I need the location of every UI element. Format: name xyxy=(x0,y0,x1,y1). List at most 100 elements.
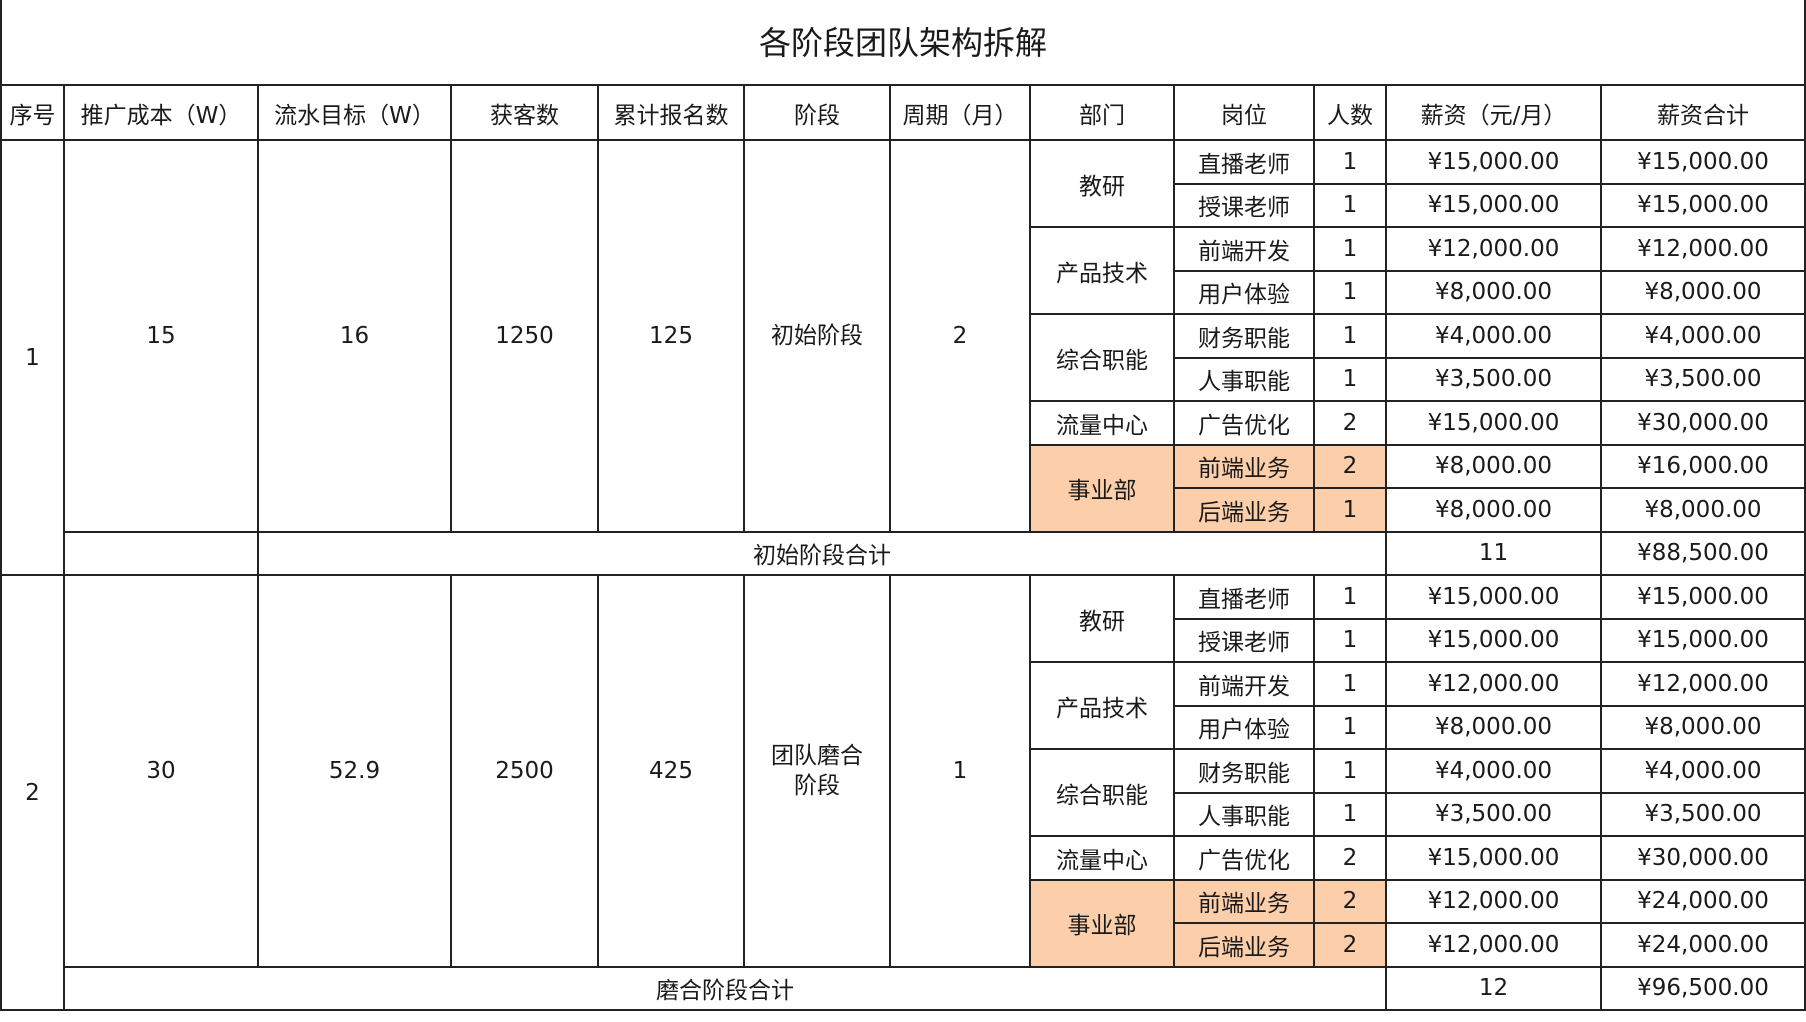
salary-cell[interactable]: ¥12,000.00 xyxy=(1385,226,1602,272)
period-cell[interactable]: 2 xyxy=(889,139,1031,533)
count-cell[interactable]: 2 xyxy=(1313,922,1387,968)
count-cell[interactable]: 1 xyxy=(1313,617,1387,663)
header-stage[interactable]: 阶段 xyxy=(743,84,891,141)
position-cell[interactable]: 前端开发 xyxy=(1173,226,1315,272)
salary-cell[interactable]: ¥12,000.00 xyxy=(1385,878,1602,924)
salary-cell[interactable]: ¥8,000.00 xyxy=(1385,443,1602,489)
total-cell[interactable]: ¥30,000.00 xyxy=(1600,835,1806,881)
dept-cell[interactable]: 综合职能 xyxy=(1029,748,1175,837)
count-cell[interactable]: 1 xyxy=(1313,313,1387,359)
total-cell[interactable]: ¥8,000.00 xyxy=(1600,487,1806,533)
total-cell[interactable]: ¥8,000.00 xyxy=(1600,704,1806,750)
subtotal-label[interactable]: 磨合阶段合计 xyxy=(63,965,1387,1011)
dept-cell[interactable]: 流量中心 xyxy=(1029,835,1175,881)
cost-cell[interactable]: 30 xyxy=(63,574,259,968)
count-cell[interactable]: 1 xyxy=(1313,791,1387,837)
total-cell[interactable]: ¥3,500.00 xyxy=(1600,356,1806,402)
total-cell[interactable]: ¥8,000.00 xyxy=(1600,269,1806,315)
total-cell[interactable]: ¥12,000.00 xyxy=(1600,226,1806,272)
total-cell[interactable]: ¥4,000.00 xyxy=(1600,313,1806,359)
index-cell[interactable]: 1 xyxy=(0,139,65,576)
position-cell[interactable]: 广告优化 xyxy=(1173,400,1315,446)
count-cell[interactable]: 1 xyxy=(1313,226,1387,272)
salary-cell[interactable]: ¥15,000.00 xyxy=(1385,400,1602,446)
total-cell[interactable]: ¥15,000.00 xyxy=(1600,574,1806,620)
salary-cell[interactable]: ¥15,000.00 xyxy=(1385,139,1602,185)
salary-cell[interactable]: ¥4,000.00 xyxy=(1385,748,1602,794)
subtotal-count[interactable]: 12 xyxy=(1385,965,1602,1011)
header-target[interactable]: 流水目标（W） xyxy=(257,84,452,141)
empty-cell[interactable] xyxy=(63,530,259,576)
header-index[interactable]: 序号 xyxy=(0,84,65,141)
subtotal-salary[interactable]: ¥88,500.00 xyxy=(1600,530,1806,576)
dept-cell[interactable]: 教研 xyxy=(1029,139,1175,228)
header-position[interactable]: 岗位 xyxy=(1173,84,1315,141)
signups-cell[interactable]: 425 xyxy=(597,574,745,968)
count-cell[interactable]: 1 xyxy=(1313,574,1387,620)
position-cell[interactable]: 人事职能 xyxy=(1173,791,1315,837)
position-cell[interactable]: 前端业务 xyxy=(1173,443,1315,489)
total-cell[interactable]: ¥24,000.00 xyxy=(1600,922,1806,968)
position-cell[interactable]: 直播老师 xyxy=(1173,139,1315,185)
count-cell[interactable]: 1 xyxy=(1313,182,1387,228)
position-cell[interactable]: 后端业务 xyxy=(1173,487,1315,533)
customers-cell[interactable]: 2500 xyxy=(450,574,599,968)
header-total[interactable]: 薪资合计 xyxy=(1600,84,1806,141)
salary-cell[interactable]: ¥15,000.00 xyxy=(1385,835,1602,881)
salary-cell[interactable]: ¥3,500.00 xyxy=(1385,791,1602,837)
salary-cell[interactable]: ¥15,000.00 xyxy=(1385,574,1602,620)
header-count[interactable]: 人数 xyxy=(1313,84,1387,141)
header-cost[interactable]: 推广成本（W） xyxy=(63,84,259,141)
total-cell[interactable]: ¥24,000.00 xyxy=(1600,878,1806,924)
total-cell[interactable]: ¥16,000.00 xyxy=(1600,443,1806,489)
total-cell[interactable]: ¥15,000.00 xyxy=(1600,617,1806,663)
salary-cell[interactable]: ¥8,000.00 xyxy=(1385,269,1602,315)
dept-cell[interactable]: 流量中心 xyxy=(1029,400,1175,446)
header-dept[interactable]: 部门 xyxy=(1029,84,1175,141)
position-cell[interactable]: 授课老师 xyxy=(1173,617,1315,663)
total-cell[interactable]: ¥4,000.00 xyxy=(1600,748,1806,794)
total-cell[interactable]: ¥15,000.00 xyxy=(1600,139,1806,185)
position-cell[interactable]: 人事职能 xyxy=(1173,356,1315,402)
subtotal-label[interactable]: 初始阶段合计 xyxy=(257,530,1387,576)
index-cell[interactable]: 2 xyxy=(0,574,65,1011)
position-cell[interactable]: 财务职能 xyxy=(1173,748,1315,794)
count-cell[interactable]: 1 xyxy=(1313,704,1387,750)
count-cell[interactable]: 2 xyxy=(1313,835,1387,881)
count-cell[interactable]: 1 xyxy=(1313,139,1387,185)
count-cell[interactable]: 2 xyxy=(1313,400,1387,446)
dept-cell[interactable]: 产品技术 xyxy=(1029,661,1175,750)
salary-cell[interactable]: ¥15,000.00 xyxy=(1385,182,1602,228)
total-cell[interactable]: ¥15,000.00 xyxy=(1600,182,1806,228)
salary-cell[interactable]: ¥8,000.00 xyxy=(1385,704,1602,750)
salary-cell[interactable]: ¥4,000.00 xyxy=(1385,313,1602,359)
count-cell[interactable]: 2 xyxy=(1313,878,1387,924)
total-cell[interactable]: ¥12,000.00 xyxy=(1600,661,1806,707)
count-cell[interactable]: 1 xyxy=(1313,356,1387,402)
position-cell[interactable]: 用户体验 xyxy=(1173,704,1315,750)
header-period[interactable]: 周期（月） xyxy=(889,84,1031,141)
stage-cell[interactable]: 初始阶段 xyxy=(743,139,891,533)
target-cell[interactable]: 52.9 xyxy=(257,574,452,968)
salary-cell[interactable]: ¥12,000.00 xyxy=(1385,661,1602,707)
header-customers[interactable]: 获客数 xyxy=(450,84,599,141)
position-cell[interactable]: 直播老师 xyxy=(1173,574,1315,620)
count-cell[interactable]: 1 xyxy=(1313,661,1387,707)
count-cell[interactable]: 2 xyxy=(1313,443,1387,489)
header-salary[interactable]: 薪资（元/月） xyxy=(1385,84,1602,141)
dept-cell[interactable]: 事业部 xyxy=(1029,443,1175,533)
position-cell[interactable]: 授课老师 xyxy=(1173,182,1315,228)
stage-cell[interactable]: 团队磨合阶段 xyxy=(743,574,891,968)
position-cell[interactable]: 前端开发 xyxy=(1173,661,1315,707)
position-cell[interactable]: 广告优化 xyxy=(1173,835,1315,881)
position-cell[interactable]: 前端业务 xyxy=(1173,878,1315,924)
position-cell[interactable]: 后端业务 xyxy=(1173,922,1315,968)
header-signups[interactable]: 累计报名数 xyxy=(597,84,745,141)
salary-cell[interactable]: ¥3,500.00 xyxy=(1385,356,1602,402)
cost-cell[interactable]: 15 xyxy=(63,139,259,533)
total-cell[interactable]: ¥3,500.00 xyxy=(1600,791,1806,837)
count-cell[interactable]: 1 xyxy=(1313,748,1387,794)
salary-cell[interactable]: ¥12,000.00 xyxy=(1385,922,1602,968)
count-cell[interactable]: 1 xyxy=(1313,487,1387,533)
total-cell[interactable]: ¥30,000.00 xyxy=(1600,400,1806,446)
